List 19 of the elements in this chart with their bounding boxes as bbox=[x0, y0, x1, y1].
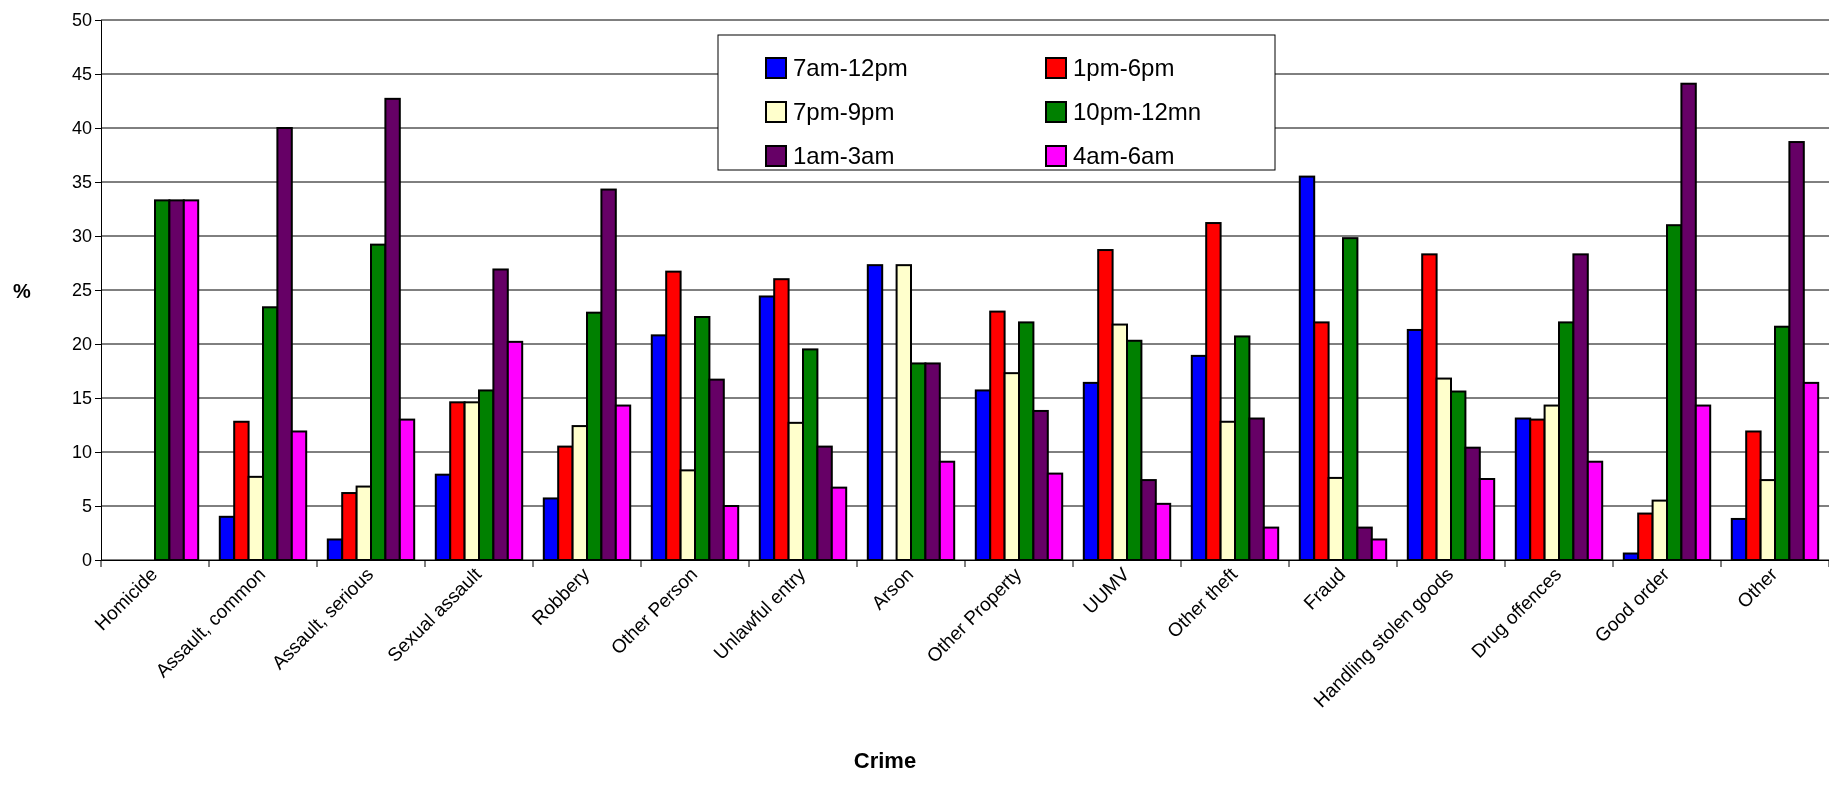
x-axis-title: Crime bbox=[853, 748, 917, 773]
y-tick-label: 0 bbox=[81, 550, 92, 571]
y-tick-label: 25 bbox=[71, 280, 92, 301]
y-tick-label: 45 bbox=[71, 64, 92, 85]
y-tick-label: 50 bbox=[71, 10, 92, 31]
y-tick-label: 40 bbox=[71, 118, 92, 139]
y-tick-label: 30 bbox=[71, 226, 92, 247]
legend-label: 7am-12pm bbox=[793, 54, 908, 81]
y-tick-label: 20 bbox=[71, 334, 92, 355]
y-tick-label: 15 bbox=[71, 388, 92, 409]
legend-label: 1am-3am bbox=[793, 142, 895, 169]
y-tick-label: 10 bbox=[71, 442, 92, 463]
y-tick-label: 35 bbox=[71, 172, 92, 193]
y-tick-label: 5 bbox=[81, 496, 92, 517]
legend-label: 7pm-9pm bbox=[793, 98, 895, 125]
y-axis-title: % bbox=[13, 280, 32, 302]
legend-label: 10pm-12mn bbox=[1073, 98, 1202, 125]
legend-label: 4am-6am bbox=[1073, 142, 1175, 169]
legend-label: 1pm-6pm bbox=[1073, 54, 1175, 81]
